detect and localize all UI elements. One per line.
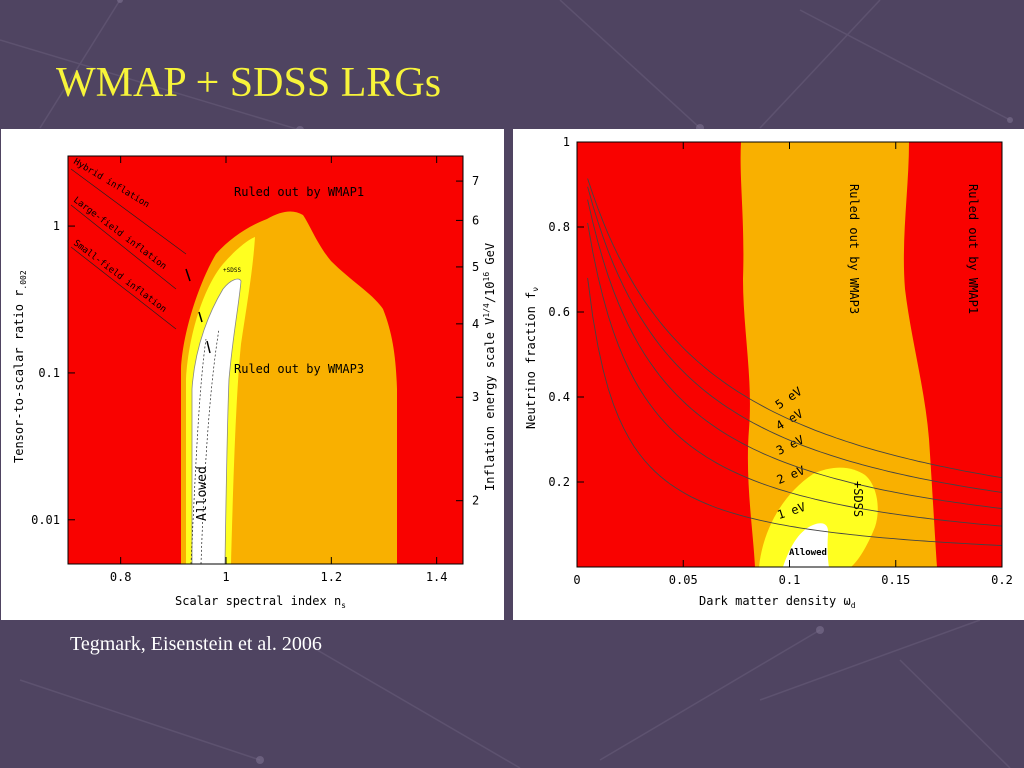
tick-label: 0 bbox=[573, 573, 580, 587]
tick-label: 0.1 bbox=[779, 573, 801, 587]
label-ruled-out-wmap1: Ruled out by WMAP1 bbox=[966, 184, 980, 314]
right-axes: 0 0.05 0.1 0.15 0.2 0.2 0.4 0.6 0.8 1 bbox=[548, 135, 1013, 587]
tick-label: 0.2 bbox=[548, 475, 570, 489]
tick-label: 1 bbox=[563, 135, 570, 149]
mass-curve-1ev bbox=[587, 277, 1003, 546]
tick-label: 0.1 bbox=[38, 366, 60, 380]
x-axis-label: Scalar spectral index ns bbox=[175, 594, 346, 610]
tick-label: 2 bbox=[472, 494, 479, 508]
inflation-class-lines bbox=[70, 168, 220, 565]
tick-label: 0.8 bbox=[548, 220, 570, 234]
tick-label: 0.2 bbox=[991, 573, 1013, 587]
label-ruled-out-wmap3: Ruled out by WMAP3 bbox=[234, 362, 364, 376]
tick-label: 5 bbox=[472, 260, 479, 274]
tick-label: 3 bbox=[472, 390, 479, 404]
slide-title: WMAP + SDSS LRGs bbox=[56, 60, 442, 106]
label-allowed: Allowed bbox=[789, 548, 827, 558]
tick-label: 7 bbox=[472, 174, 479, 188]
tick-label: 0.15 bbox=[881, 573, 910, 587]
tick-label: 0.8 bbox=[110, 570, 132, 584]
tick-label: 1 bbox=[222, 570, 229, 584]
allowed-region bbox=[783, 523, 829, 567]
tick-label: 0.05 bbox=[669, 573, 698, 587]
label-ruled-out-wmap1: Ruled out by WMAP1 bbox=[234, 185, 364, 199]
label-sdss: +SDSS bbox=[851, 481, 865, 517]
slide-caption: Tegmark, Eisenstein et al. 2006 bbox=[70, 633, 322, 655]
right-chart-panel: 1 eV 2 eV 3 eV 4 eV 5 eV 0 0.05 0.1 0.15 0.2 0.2 0… bbox=[513, 129, 1024, 620]
x-axis-label: Dark matter density ωd bbox=[699, 594, 856, 610]
mass-curve-3ev bbox=[587, 199, 1003, 509]
mass-curve-4ev bbox=[587, 186, 1003, 493]
tick-label: 6 bbox=[472, 213, 479, 227]
tick-label: 1 bbox=[53, 219, 60, 233]
tick-label: 0.6 bbox=[548, 305, 570, 319]
label-allowed: Allowed bbox=[195, 466, 210, 521]
mass-curve-2ev bbox=[587, 222, 1003, 527]
model-markers bbox=[185, 268, 211, 354]
left-chart: 0.8 1 1.2 1.4 0.01 0.1 1 2 3 4 5 6 7 Ruled out by WM… bbox=[12, 155, 497, 610]
mass-curve-5ev bbox=[587, 178, 1003, 479]
left-chart-panel: 0.8 1 1.2 1.4 0.01 0.1 1 2 3 4 5 6 7 Ruled out by WM… bbox=[1, 129, 504, 620]
tick-label: 4 bbox=[472, 317, 479, 331]
tick-label: 1.2 bbox=[320, 570, 342, 584]
y-axis-label: Neutrino fraction fν bbox=[524, 287, 540, 429]
tick-label: 1.4 bbox=[426, 570, 448, 584]
tick-label: 0.4 bbox=[548, 390, 570, 404]
label-sdss: +SDSS bbox=[223, 267, 241, 274]
tick-label: 0.01 bbox=[31, 513, 60, 527]
label-ruled-out-wmap3: Ruled out by WMAP3 bbox=[847, 184, 861, 314]
y2-axis-label: Inflation energy scale V1/4/1016 GeV bbox=[482, 243, 497, 491]
sdss-region bbox=[759, 467, 878, 567]
wmap3-region bbox=[740, 142, 937, 567]
right-chart: 1 eV2 eV3 eV4 eV5 eV 0 0.05 0.1 0.15 0.20.20… bbox=[524, 135, 1013, 610]
y-axis-label: Tensor-to-scalar ratio r.002 bbox=[12, 270, 28, 463]
left-axes: 0.8 1 1.2 1.4 0.01 0.1 1 2 3 4 5 6 7 bbox=[31, 156, 479, 584]
